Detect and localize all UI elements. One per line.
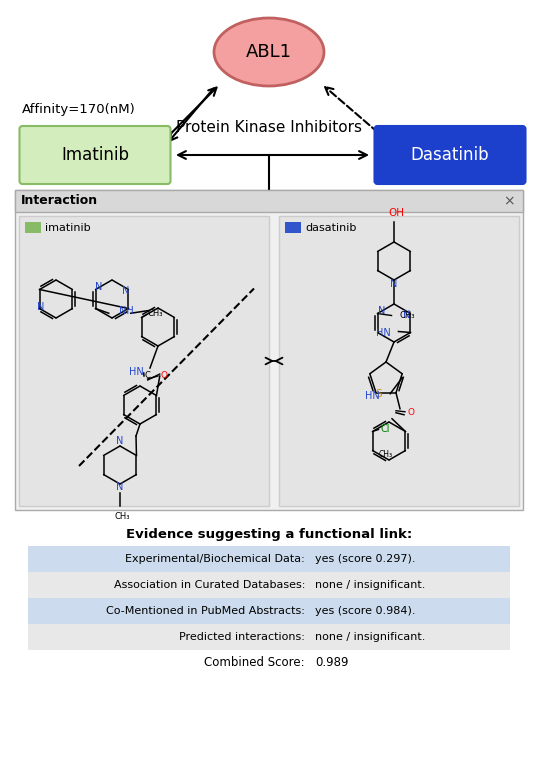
Text: Imatinib: Imatinib (61, 146, 129, 164)
FancyBboxPatch shape (374, 126, 526, 184)
Text: CH₃: CH₃ (400, 311, 415, 320)
Text: HN: HN (365, 391, 380, 401)
FancyArrowPatch shape (164, 87, 216, 141)
Text: Evidence suggesting a functional link:: Evidence suggesting a functional link: (126, 528, 412, 541)
Text: N: N (403, 310, 410, 320)
FancyBboxPatch shape (19, 126, 171, 184)
Bar (285, 222, 301, 233)
Bar (19, 216, 269, 506)
Text: ×: × (504, 194, 515, 208)
Text: Cl: Cl (380, 424, 390, 434)
Text: N: N (378, 306, 385, 317)
Text: NH: NH (119, 306, 133, 317)
Text: Dasatinib: Dasatinib (410, 146, 490, 164)
Bar (279, 216, 519, 506)
Text: CH₃: CH₃ (114, 512, 130, 521)
Text: Association in Curated Databases:: Association in Curated Databases: (114, 580, 305, 590)
Text: imatinib: imatinib (45, 223, 90, 233)
Text: N: N (122, 286, 129, 296)
Ellipse shape (214, 18, 324, 86)
Text: C: C (145, 371, 151, 381)
FancyArrowPatch shape (178, 151, 367, 159)
Text: 0.989: 0.989 (315, 656, 349, 669)
Bar (28, 546, 510, 572)
Text: Protein Kinase Inhibitors: Protein Kinase Inhibitors (176, 120, 362, 135)
Text: S: S (376, 389, 383, 399)
Bar (15, 190, 523, 212)
Text: Experimental/Biochemical Data:: Experimental/Biochemical Data: (125, 554, 305, 564)
Text: Co-Mentioned in PubMed Abstracts:: Co-Mentioned in PubMed Abstracts: (106, 606, 305, 616)
Bar (28, 598, 510, 624)
FancyArrowPatch shape (325, 87, 386, 140)
Text: N: N (95, 283, 102, 293)
Text: yes (score 0.984).: yes (score 0.984). (315, 606, 415, 616)
Text: HN: HN (376, 327, 391, 337)
Text: Combined Score:: Combined Score: (204, 656, 305, 669)
Text: Interaction: Interaction (21, 195, 98, 208)
Text: CH₃: CH₃ (379, 450, 393, 459)
Text: O: O (160, 371, 167, 380)
Bar (15, 190, 523, 510)
Text: O: O (407, 408, 414, 417)
Text: N: N (390, 279, 398, 289)
FancyArrowPatch shape (169, 88, 214, 141)
Text: HN: HN (129, 367, 143, 377)
Bar (28, 572, 510, 598)
Text: Affinity=170(nM): Affinity=170(nM) (22, 103, 136, 117)
Text: CH₃: CH₃ (147, 309, 163, 318)
Text: none / insignificant.: none / insignificant. (315, 580, 426, 590)
Text: N: N (116, 436, 124, 446)
Bar (28, 624, 510, 650)
Bar (25, 222, 41, 233)
Text: N: N (37, 303, 44, 313)
Text: N: N (116, 482, 124, 492)
Text: dasatinib: dasatinib (305, 223, 356, 233)
Text: ABL1: ABL1 (246, 43, 292, 61)
Text: yes (score 0.297).: yes (score 0.297). (315, 554, 415, 564)
Text: OH: OH (388, 208, 404, 218)
Text: Predicted interactions:: Predicted interactions: (179, 632, 305, 642)
Text: none / insignificant.: none / insignificant. (315, 632, 426, 642)
